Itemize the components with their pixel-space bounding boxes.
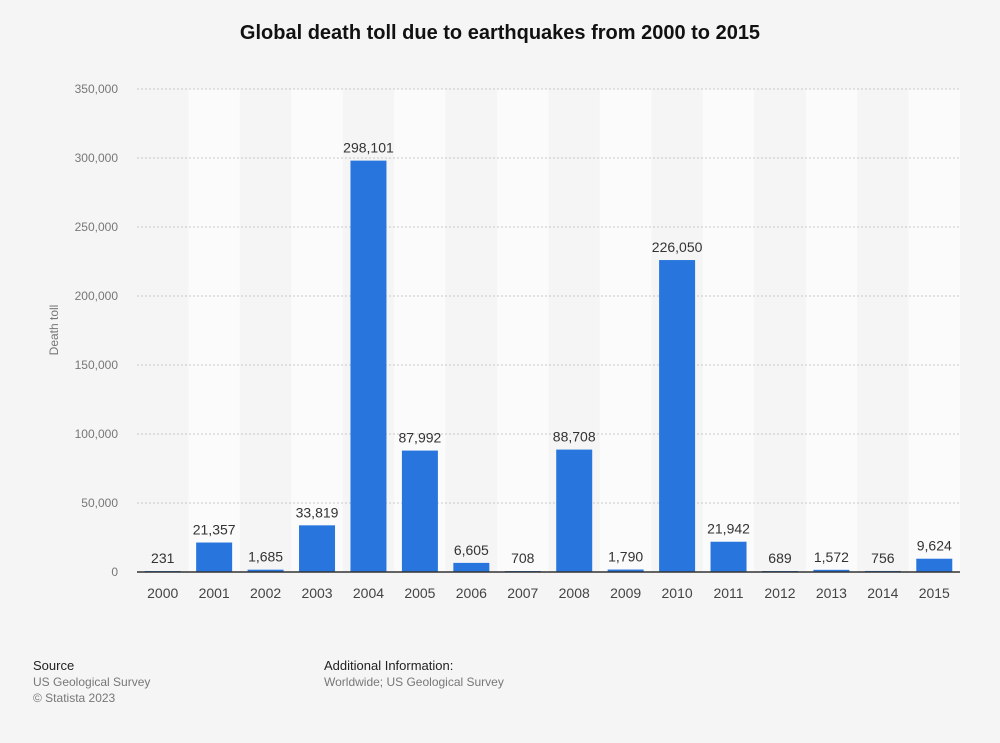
column-band: [702, 89, 755, 572]
bar-2011: [710, 541, 747, 572]
x-tick-label-2013: 2013: [816, 585, 847, 601]
y-tick-label: 0: [111, 565, 118, 579]
value-label-2014: 756: [871, 550, 895, 566]
column-band: [805, 89, 858, 572]
additional-info-line-1: Worldwide; US Geological Survey: [324, 675, 504, 689]
value-label-2006: 6,605: [454, 542, 489, 558]
bar-2002: [247, 569, 284, 572]
y-tick-label: 300,000: [75, 151, 119, 165]
source-line-2: © Statista 2023: [33, 691, 116, 705]
x-tick-label-2004: 2004: [353, 585, 384, 601]
x-tick-label-2012: 2012: [764, 585, 795, 601]
bar-2001: [196, 542, 233, 572]
value-label-2000: 231: [151, 550, 175, 566]
additional-info-block: Additional Information: Worldwide; US Ge…: [324, 658, 504, 690]
x-tick-label-2000: 2000: [147, 585, 178, 601]
value-label-2004: 298,101: [343, 140, 394, 156]
x-tick-label-2011: 2011: [713, 585, 743, 601]
bar-2010: [659, 260, 696, 572]
source-line-1: US Geological Survey: [33, 675, 151, 689]
column-band: [291, 89, 343, 572]
x-tick-label-2015: 2015: [919, 585, 950, 601]
x-tick-label-2005: 2005: [404, 585, 435, 601]
y-tick-label: 200,000: [75, 289, 119, 303]
x-tick-label-2003: 2003: [301, 585, 332, 601]
value-label-2015: 9,624: [917, 538, 952, 554]
column-band: [599, 89, 652, 572]
x-tick-label-2009: 2009: [610, 585, 641, 601]
y-tick-label: 50,000: [81, 496, 118, 510]
bar-2005: [401, 450, 438, 572]
value-label-2005: 87,992: [398, 430, 441, 446]
value-label-2008: 88,708: [553, 429, 596, 445]
y-tick-label: 250,000: [75, 220, 119, 234]
bar-2013: [813, 569, 850, 572]
column-band: [497, 89, 549, 572]
column-band: [188, 89, 240, 572]
x-tick-label-2014: 2014: [867, 585, 898, 601]
x-tick-label-2010: 2010: [662, 585, 693, 601]
source-heading: Source: [33, 658, 75, 673]
value-label-2003: 33,819: [296, 504, 339, 520]
additional-info-heading: Additional Information:: [324, 658, 454, 673]
y-tick-label: 350,000: [75, 82, 119, 96]
y-axis-label: Death toll: [47, 305, 61, 356]
chart-title: Global death toll due to earthquakes fro…: [239, 22, 761, 44]
bar-2003: [299, 525, 336, 572]
bar-2008: [556, 449, 593, 572]
bar-2015: [916, 558, 953, 572]
value-label-2002: 1,685: [248, 549, 283, 565]
value-label-2012: 689: [768, 550, 792, 566]
x-tick-label-2002: 2002: [250, 585, 281, 601]
value-label-2007: 708: [511, 550, 535, 566]
y-tick-label: 150,000: [75, 358, 119, 372]
column-band: [908, 89, 960, 572]
x-tick-label-2006: 2006: [456, 585, 487, 601]
x-tick-label-2008: 2008: [559, 585, 590, 601]
source-block: Source US Geological Survey © Statista 2…: [33, 658, 150, 706]
y-tick-label: 100,000: [75, 427, 119, 441]
value-label-2011: 21,942: [707, 521, 750, 537]
value-label-2013: 1,572: [814, 549, 849, 565]
value-label-2010: 226,050: [652, 239, 703, 255]
value-label-2009: 1,790: [608, 549, 643, 565]
value-label-2001: 21,357: [193, 522, 236, 538]
bar-2009: [607, 569, 644, 572]
bar-2004: [350, 160, 387, 573]
x-tick-label-2001: 2001: [199, 585, 230, 601]
x-tick-label-2007: 2007: [507, 585, 538, 601]
bar-2006: [453, 562, 490, 572]
